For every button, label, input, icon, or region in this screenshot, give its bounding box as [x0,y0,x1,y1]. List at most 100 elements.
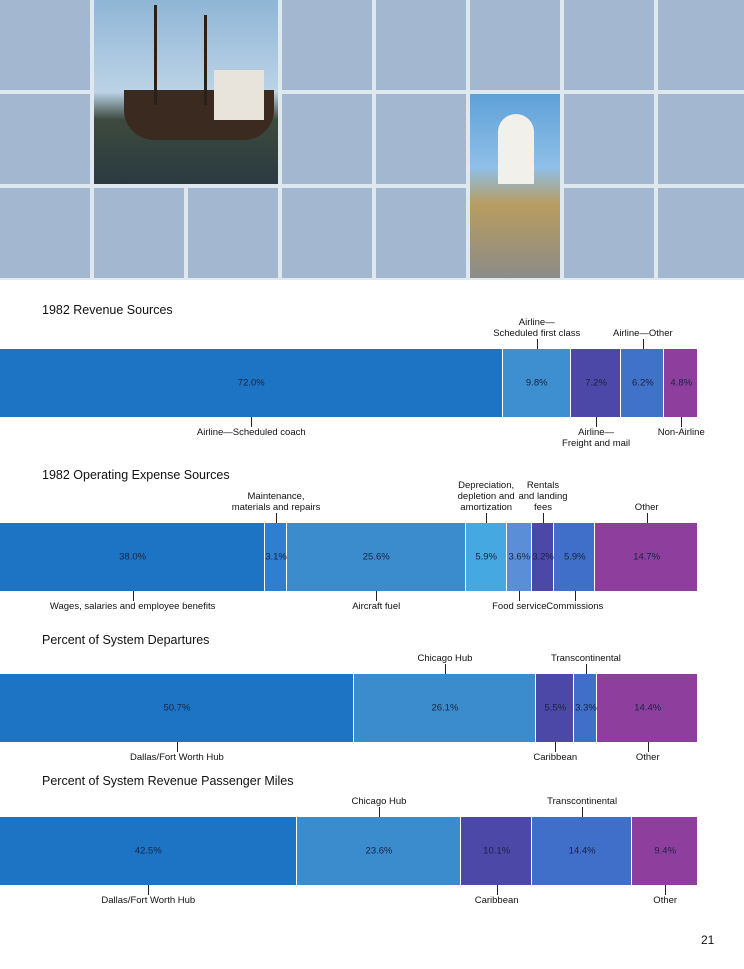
chart-title: 1982 Revenue Sources [42,303,173,317]
segment-name: Transcontinental [547,796,618,807]
segment-name: Other [635,752,660,763]
segment-name: Aircraft fuel [352,601,401,612]
segment-name: Food service [492,601,547,612]
segment-name: Wages, salaries and employee benefits [49,601,216,612]
value-label: 5.9% [475,551,497,563]
bar-segment [0,523,266,591]
grid-square [0,0,90,90]
leader-line [276,513,278,523]
segment-name: Non-Airline [657,427,705,438]
value-label: 72.0% [237,377,265,389]
segment-name: Dallas/Fort Worth Hub [101,895,196,906]
bar-segment [621,349,665,417]
leader-line [251,417,253,427]
leader-line [536,339,538,349]
leader-line [132,591,134,601]
bar-segment [574,674,598,742]
bar-segment [506,523,532,591]
bar-segment [0,349,503,417]
bar-segment [531,817,633,885]
grid-square [658,0,744,90]
page-number: 21 [701,933,715,947]
leader-line [376,591,378,601]
value-label: 23.6% [365,845,393,857]
grid-square [376,94,466,184]
bar-segment [536,674,575,742]
value-label: 7.2% [585,377,607,389]
value-label: 6.2% [632,377,654,389]
bar-segment [353,674,537,742]
grid-square [658,188,744,278]
grid-square [564,94,654,184]
bar-segment [502,349,571,417]
value-label: 4.8% [670,377,693,389]
segment-name: Caribbean [474,895,519,906]
segment-name: Airline—Other [613,328,673,339]
bar-segment [265,523,287,591]
leader-line [665,885,667,895]
segment-name: Other [653,895,678,906]
value-label: 3.1% [265,551,287,563]
value-label: 50.7% [163,702,191,714]
grid-square [376,188,466,278]
segment-name: Caribbean [533,752,578,763]
bar-segment [286,523,466,591]
grid-square [470,0,560,90]
segment-name: Transcontinental [551,653,621,664]
segment-name: Commissions [546,601,604,612]
leader-line [647,742,649,752]
grid-square [94,188,184,278]
leader-line [646,513,648,523]
leader-line [486,513,488,523]
leader-line [148,885,150,895]
grid-square [0,94,90,184]
ship-photo [94,0,278,184]
value-label: 14.4% [634,702,662,714]
value-label: 3.3% [575,702,597,714]
leader-line [582,807,584,817]
value-label: 9.4% [654,845,677,857]
bar-segment [0,817,297,885]
grid-square [282,188,372,278]
chart-title: Percent of System Departures [42,633,210,647]
grid-square [658,94,744,184]
value-label: 42.5% [134,845,162,857]
bar-segment [595,523,698,591]
segment-name: Chicago Hub [417,653,473,664]
bar-segment [461,817,532,885]
value-label: 10.1% [483,845,511,857]
leader-line [642,339,644,349]
chart-title: 1982 Operating Expense Sources [42,468,230,482]
value-label: 14.4% [568,845,596,857]
leader-line [519,591,521,601]
capitol-photo [470,94,560,278]
segment-name: Airline—Scheduled coach [196,427,306,438]
bar-segment [664,349,698,417]
value-label: 26.1% [431,702,459,714]
grid-square [282,94,372,184]
leader-line [444,664,446,674]
bar-segment [0,674,354,742]
segment-name: Depreciation, depletion and amortization [457,480,515,513]
segment-name: Other [634,502,659,513]
value-label: 5.9% [563,551,586,563]
leader-line [574,591,576,601]
segment-name: Dallas/Fort Worth Hub [130,752,224,763]
leader-line [176,742,178,752]
leader-line [681,417,683,427]
value-label: 25.6% [362,551,390,563]
leader-line [555,742,557,752]
grid-square [0,188,90,278]
chart-title: Percent of System Revenue Passenger Mile… [42,774,294,788]
grid-square [376,0,466,90]
leader-line [496,885,498,895]
value-label: 14.7% [633,551,661,563]
photo-header [0,0,744,280]
segment-name: Chicago Hub [351,796,407,807]
bar-segment [632,817,698,885]
bar-segment [296,817,462,885]
leader-line [379,807,380,817]
bar-segment [570,349,622,417]
bar-segment [531,523,555,591]
